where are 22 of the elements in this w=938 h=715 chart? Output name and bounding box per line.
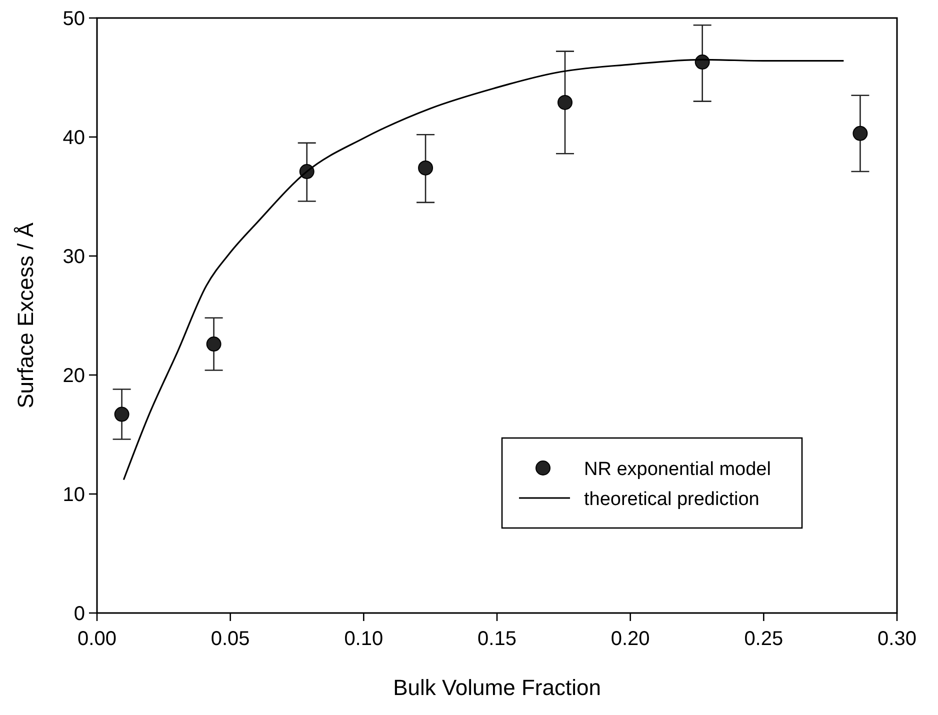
y-tick-label: 30 [62, 246, 85, 268]
x-axis-title: Bulk Volume Fraction [393, 675, 601, 700]
legend-label: theoretical prediction [584, 489, 760, 510]
y-tick-label: 40 [62, 127, 85, 149]
y-tick-label: 0 [74, 603, 85, 625]
y-tick-label: 10 [62, 484, 85, 506]
x-tick-label: 0.25 [744, 628, 784, 650]
x-tick-label: 0.00 [78, 628, 116, 650]
y-tick-label: 20 [62, 365, 85, 387]
x-tick-label: 0.30 [878, 628, 916, 650]
x-tick-label: 0.10 [344, 628, 384, 650]
legend-label: NR exponential model [584, 459, 771, 480]
point [114, 406, 130, 422]
x-tick-label: 0.20 [610, 628, 650, 650]
point [206, 336, 222, 352]
point [852, 126, 868, 141]
y-axis-title: Surface Excess / Å [13, 222, 38, 408]
y-tick-label: 50 [62, 8, 85, 30]
x-tick-label: 0.05 [210, 628, 250, 650]
x-tick-label: 0.15 [478, 628, 516, 650]
point [418, 160, 434, 176]
point [558, 94, 572, 110]
